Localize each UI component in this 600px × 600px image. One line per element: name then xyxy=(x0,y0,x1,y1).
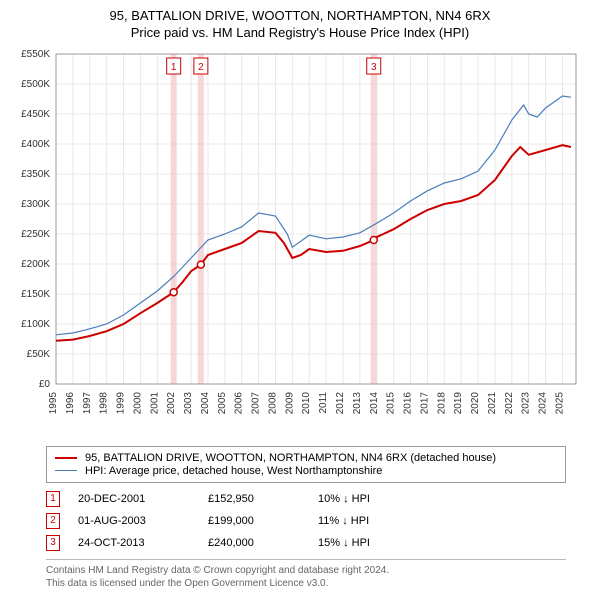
event-row: 1 20-DEC-2001£152,95010% ↓ HPI xyxy=(46,491,566,507)
footer-line-2: This data is licensed under the Open Gov… xyxy=(46,577,566,590)
svg-text:2010: 2010 xyxy=(301,391,312,414)
legend-swatch xyxy=(55,470,77,471)
svg-text:1999: 1999 xyxy=(116,391,127,414)
svg-text:2000: 2000 xyxy=(132,391,143,414)
legend-item: 95, BATTALION DRIVE, WOOTTON, NORTHAMPTO… xyxy=(55,452,557,464)
svg-text:2004: 2004 xyxy=(200,391,211,414)
events-table: 1 20-DEC-2001£152,95010% ↓ HPI 2 01-AUG-200… xyxy=(46,491,566,551)
legend-label: 95, BATTALION DRIVE, WOOTTON, NORTHAMPTO… xyxy=(85,452,496,464)
event-date: 20-DEC-2001 xyxy=(78,493,208,505)
svg-text:3: 3 xyxy=(371,62,377,73)
event-price: £152,950 xyxy=(208,493,318,505)
event-delta: 15% ↓ HPI xyxy=(318,537,438,549)
svg-text:2: 2 xyxy=(198,62,204,73)
chart-title: 95, BATTALION DRIVE, WOOTTON, NORTHAMPTO… xyxy=(12,8,588,42)
svg-text:2002: 2002 xyxy=(166,391,177,414)
svg-text:2001: 2001 xyxy=(149,391,160,414)
event-row: 3 24-OCT-2013£240,00015% ↓ HPI xyxy=(46,535,566,551)
svg-text:2005: 2005 xyxy=(217,391,228,414)
svg-text:2009: 2009 xyxy=(284,391,295,414)
svg-text:2013: 2013 xyxy=(352,391,363,414)
svg-text:£50K: £50K xyxy=(27,349,51,360)
svg-text:2022: 2022 xyxy=(504,391,515,414)
event-delta: 11% ↓ HPI xyxy=(318,515,438,527)
event-row: 2 01-AUG-2003£199,00011% ↓ HPI xyxy=(46,513,566,529)
svg-text:2016: 2016 xyxy=(403,391,414,414)
footer-attribution: Contains HM Land Registry data © Crown c… xyxy=(46,559,566,590)
svg-text:£0: £0 xyxy=(39,379,51,390)
svg-text:2018: 2018 xyxy=(436,391,447,414)
event-delta: 10% ↓ HPI xyxy=(318,493,438,505)
svg-text:2024: 2024 xyxy=(538,391,549,414)
legend-label: HPI: Average price, detached house, West… xyxy=(85,465,382,477)
svg-text:£200K: £200K xyxy=(21,259,50,270)
svg-text:2008: 2008 xyxy=(267,391,278,414)
svg-text:1998: 1998 xyxy=(99,391,110,414)
svg-text:2021: 2021 xyxy=(487,391,498,414)
event-date: 24-OCT-2013 xyxy=(78,537,208,549)
svg-text:2017: 2017 xyxy=(419,391,430,414)
svg-text:£450K: £450K xyxy=(21,109,50,120)
svg-text:£300K: £300K xyxy=(21,199,50,210)
svg-text:1996: 1996 xyxy=(65,391,76,414)
svg-text:£500K: £500K xyxy=(21,79,50,90)
svg-text:1997: 1997 xyxy=(82,391,93,414)
svg-text:£350K: £350K xyxy=(21,169,50,180)
svg-text:2007: 2007 xyxy=(251,391,262,414)
event-date: 01-AUG-2003 xyxy=(78,515,208,527)
svg-text:£250K: £250K xyxy=(21,229,50,240)
svg-text:1995: 1995 xyxy=(48,391,59,414)
event-marker: 2 xyxy=(46,513,60,529)
title-line-2: Price paid vs. HM Land Registry's House … xyxy=(12,25,588,42)
svg-text:2003: 2003 xyxy=(183,391,194,414)
legend-box: 95, BATTALION DRIVE, WOOTTON, NORTHAMPTO… xyxy=(46,446,566,483)
svg-text:2015: 2015 xyxy=(386,391,397,414)
footer-line-1: Contains HM Land Registry data © Crown c… xyxy=(46,564,566,577)
svg-text:£100K: £100K xyxy=(21,319,50,330)
svg-text:2012: 2012 xyxy=(335,391,346,414)
svg-text:1: 1 xyxy=(171,62,177,73)
svg-text:2019: 2019 xyxy=(453,391,464,414)
svg-text:£400K: £400K xyxy=(21,139,50,150)
legend-item: HPI: Average price, detached house, West… xyxy=(55,465,557,477)
event-marker: 3 xyxy=(46,535,60,551)
chart-svg: £0 £50K £100K £150K £200K £250K £300K £350K £400… xyxy=(12,48,588,438)
svg-text:2020: 2020 xyxy=(470,391,481,414)
svg-text:2023: 2023 xyxy=(521,391,532,414)
svg-text:2014: 2014 xyxy=(369,391,380,414)
title-line-1: 95, BATTALION DRIVE, WOOTTON, NORTHAMPTO… xyxy=(12,8,588,25)
svg-text:2025: 2025 xyxy=(554,391,565,414)
svg-text:£550K: £550K xyxy=(21,49,50,60)
event-price: £240,000 xyxy=(208,537,318,549)
legend-swatch xyxy=(55,457,77,459)
chart-plot: £0 £50K £100K £150K £200K £250K £300K £350K £400… xyxy=(12,48,588,438)
event-price: £199,000 xyxy=(208,515,318,527)
svg-text:2011: 2011 xyxy=(318,391,329,413)
event-marker: 1 xyxy=(46,491,60,507)
svg-text:2006: 2006 xyxy=(234,391,245,414)
chart-container: 95, BATTALION DRIVE, WOOTTON, NORTHAMPTO… xyxy=(0,0,600,600)
svg-text:£150K: £150K xyxy=(21,289,50,300)
